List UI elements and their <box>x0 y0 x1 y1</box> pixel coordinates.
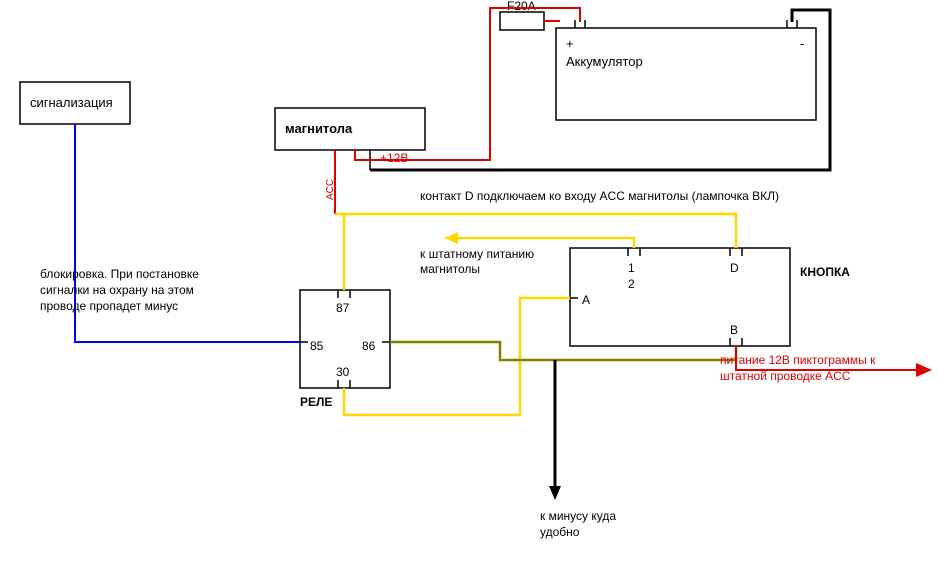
label-block3: проводе пропадет минус <box>40 299 178 313</box>
relay-label: РЕЛЕ <box>300 395 332 409</box>
wire-yellow-top <box>335 214 736 248</box>
button-label: КНОПКА <box>800 265 850 279</box>
label-block2: сигналки на охрану на этом <box>40 283 194 297</box>
button-box <box>570 248 790 346</box>
alarm-label: сигнализация <box>30 95 113 110</box>
battery-box <box>556 28 816 120</box>
label-12v: +12В <box>380 151 408 165</box>
fuse-box <box>500 12 544 30</box>
arrow-stock <box>445 232 458 244</box>
label-stock2: магнитолы <box>420 262 480 276</box>
headunit-label: магнитола <box>285 121 353 136</box>
arrow-out12v <box>916 363 932 377</box>
button-pin-D: D <box>730 261 739 275</box>
relay-pin-85: 85 <box>310 339 324 353</box>
label-out12v-1: питание 12В пиктограммы к <box>720 353 876 367</box>
battery-label: Аккумулятор <box>566 54 643 69</box>
fuse-label: F20A <box>507 0 536 13</box>
label-acc: ACC <box>325 179 336 200</box>
button-pin-1: 1 <box>628 261 635 275</box>
label-minus1: к минусу куда <box>540 509 616 523</box>
button-pin-B: B <box>730 323 738 337</box>
relay-pin-87: 87 <box>336 301 350 315</box>
battery-plus: + <box>566 36 574 51</box>
label-stock1: к штатному питанию <box>420 247 534 261</box>
button-pin-A: A <box>582 293 590 307</box>
relay-pin-30: 30 <box>336 365 350 379</box>
label-block1: блокировка. При постановке <box>40 267 199 281</box>
button-pin-2: 2 <box>628 277 635 291</box>
label-out12v-2: штатной проводке ACC <box>720 369 851 383</box>
label-contactD: контакт D подключаем ко входу ACC магнит… <box>420 189 779 203</box>
battery-minus: - <box>800 36 804 51</box>
label-minus2: удобно <box>540 525 580 539</box>
arrow-minus <box>549 486 561 500</box>
relay-pin-86: 86 <box>362 339 376 353</box>
wiring-diagram: + - Аккумулятор F20A сигнализация магнит… <box>0 0 938 585</box>
